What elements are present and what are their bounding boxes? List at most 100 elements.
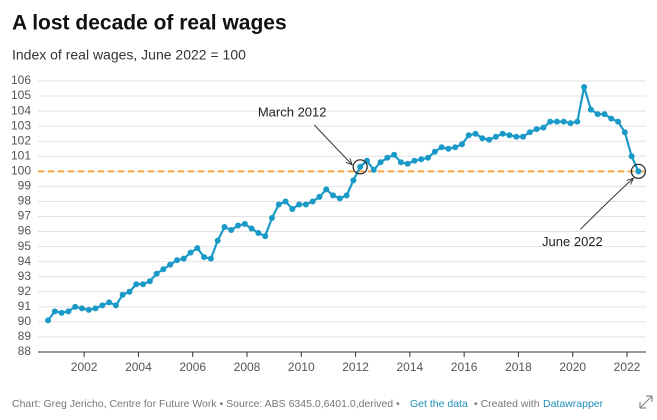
data-point: [221, 224, 228, 231]
y-tick-label: 94: [18, 254, 32, 268]
data-point: [404, 160, 411, 167]
footer-created: • Created with: [474, 398, 540, 410]
data-point: [370, 166, 377, 173]
x-tick-label: 2006: [179, 360, 206, 374]
data-point: [119, 291, 126, 298]
data-point: [241, 221, 248, 228]
data-point: [180, 255, 187, 262]
y-tick-label: 91: [18, 299, 32, 313]
data-point: [581, 84, 588, 91]
data-point: [302, 201, 309, 208]
x-tick-label: 2022: [614, 360, 641, 374]
data-point: [336, 195, 343, 202]
data-point: [214, 237, 221, 244]
data-point: [628, 153, 635, 160]
data-point: [479, 135, 486, 142]
data-point: [207, 255, 214, 262]
data-point: [567, 120, 574, 127]
y-tick-label: 98: [18, 194, 32, 208]
data-point: [296, 201, 303, 208]
data-point: [486, 136, 493, 143]
data-point: [384, 154, 391, 161]
data-point: [194, 245, 201, 252]
series-line: [47, 86, 640, 322]
data-point: [289, 205, 296, 212]
expand-icon[interactable]: [639, 395, 653, 409]
data-point: [377, 159, 384, 166]
y-tick-label: 97: [18, 209, 32, 223]
data-point: [391, 151, 398, 158]
data-point: [146, 278, 153, 285]
data-point: [533, 126, 540, 133]
y-tick-label: 106: [11, 73, 31, 87]
footer-tool[interactable]: Datawrapper: [543, 398, 604, 410]
data-point: [397, 159, 404, 166]
data-point: [513, 133, 520, 140]
annotation-circle: [630, 163, 647, 179]
x-tick-label: 2004: [125, 360, 152, 374]
annotation-arrow: [313, 124, 352, 165]
x-tick-label: 2008: [234, 360, 261, 374]
data-point: [323, 186, 330, 193]
y-tick-label: 88: [18, 344, 32, 358]
data-point: [106, 299, 113, 306]
data-point: [85, 306, 92, 313]
data-point: [201, 254, 208, 261]
y-tick-label: 93: [18, 269, 32, 283]
data-point: [452, 144, 459, 151]
data-point: [228, 227, 235, 234]
y-tick-label: 101: [11, 148, 31, 162]
data-point: [133, 281, 140, 288]
data-point: [540, 124, 547, 131]
data-point: [363, 157, 370, 164]
data-point: [499, 130, 506, 137]
data-point: [72, 303, 79, 310]
data-point: [635, 168, 642, 175]
data-point: [173, 257, 180, 264]
data-point: [45, 317, 52, 324]
y-tick-label: 99: [18, 179, 32, 193]
data-point: [92, 305, 99, 312]
data-point: [58, 309, 65, 316]
data-point: [309, 198, 316, 205]
annotation-circle: [352, 159, 368, 175]
footer-link[interactable]: Get the data: [410, 398, 468, 410]
data-point: [167, 261, 174, 268]
x-tick-label: 2010: [288, 360, 315, 374]
data-point: [51, 308, 58, 315]
y-tick-label: 92: [18, 284, 32, 298]
y-tick-label: 103: [11, 118, 31, 132]
data-point: [248, 225, 255, 232]
data-point: [621, 129, 628, 136]
data-point: [425, 154, 432, 161]
data-point: [492, 133, 499, 140]
data-point: [526, 129, 533, 136]
data-point: [574, 118, 581, 125]
data-point: [275, 201, 282, 208]
x-tick-label: 2016: [451, 360, 478, 374]
annotation-text: March 2012: [258, 104, 327, 119]
data-point: [560, 118, 567, 125]
data-point: [255, 230, 262, 237]
data-point: [601, 111, 608, 118]
data-point: [357, 163, 364, 170]
y-tick-label: 105: [11, 88, 31, 102]
x-tick-label: 2012: [342, 360, 369, 374]
data-point: [594, 111, 601, 118]
y-tick-label: 100: [11, 164, 31, 178]
data-point: [520, 133, 527, 140]
annotation-arrow: [580, 178, 633, 230]
data-point: [615, 118, 622, 125]
y-tick-label: 95: [18, 239, 32, 253]
y-tick-label: 89: [18, 329, 32, 343]
data-point: [418, 156, 425, 163]
data-point: [547, 118, 554, 125]
data-point: [153, 270, 160, 277]
data-point: [587, 106, 594, 113]
data-point: [438, 144, 445, 151]
y-tick-label: 96: [18, 224, 32, 238]
annotation-text: June 2022: [542, 234, 603, 249]
data-point: [268, 215, 275, 222]
data-point: [78, 305, 85, 312]
